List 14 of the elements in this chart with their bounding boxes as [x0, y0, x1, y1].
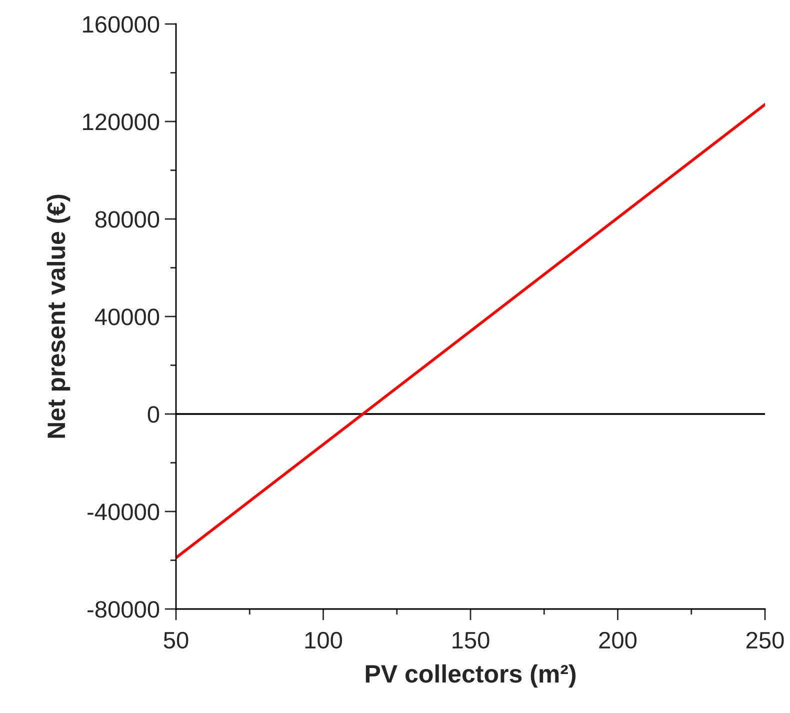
y-axis-title: Net present value (€) — [46, 194, 70, 438]
y-tick-label: 0 — [148, 406, 160, 423]
y-tick-label: -80000 — [88, 601, 160, 618]
y-tick-label: 160000 — [83, 16, 160, 33]
y-tick-label: 80000 — [95, 211, 160, 228]
x-tick-label: 50 — [164, 632, 188, 649]
x-axis-title: PV collectors (m²) — [366, 664, 576, 688]
x-tick-label: 250 — [746, 632, 784, 649]
x-tick-label: 150 — [452, 632, 490, 649]
x-tick-label: 200 — [599, 632, 637, 649]
x-tick-label: 100 — [305, 632, 342, 649]
y-tick-label: 120000 — [83, 114, 160, 130]
y-tick-label: 40000 — [94, 308, 160, 326]
y-tick-label: -40000 — [88, 504, 160, 520]
